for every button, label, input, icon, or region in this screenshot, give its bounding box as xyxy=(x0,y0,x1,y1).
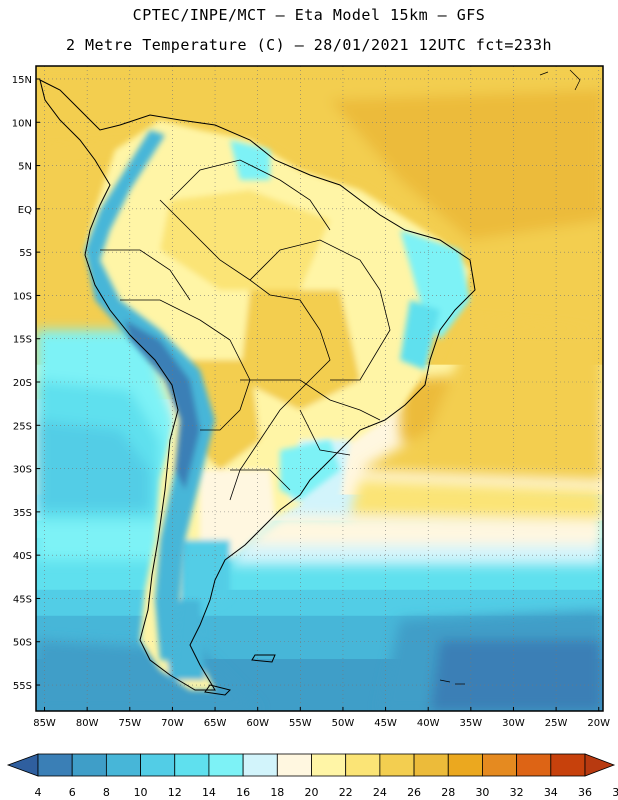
map-frame xyxy=(35,65,604,712)
lon-tick-label: 25W xyxy=(545,718,568,729)
colorbar-swatch xyxy=(105,753,141,777)
andes-cold-ridge xyxy=(85,130,470,660)
colorbar-label: 38 xyxy=(612,786,618,799)
lat-tick-label: 15N xyxy=(12,75,32,86)
lat-tick-label: 30S xyxy=(13,465,32,476)
colorbar-arrow-left xyxy=(6,753,39,777)
latitude-labels: 15N 10N 5N EQ 5S 10S 15S 20S 25S 30S 35S 40S 45S 50S 5… xyxy=(12,75,40,692)
map-title-line-1: CPTEC/INPE/MCT – Eta Model 15km – GFS xyxy=(132,6,486,24)
colorbar-swatch xyxy=(242,753,278,777)
colorbar-label: 24 xyxy=(373,786,387,799)
graticule xyxy=(36,66,603,711)
lat-tick-label: EQ xyxy=(18,205,32,216)
colorbar-swatch xyxy=(311,753,347,777)
lat-tick-label: 20S xyxy=(13,378,32,389)
lat-tick-label: 15S xyxy=(13,335,32,346)
colorbar-label: 8 xyxy=(103,786,110,799)
colorbar-label: 10 xyxy=(134,786,148,799)
colorbar-label: 36 xyxy=(578,786,592,799)
ocean-band xyxy=(36,589,603,617)
colorbar-swatch xyxy=(413,753,449,777)
colorbar-swatch xyxy=(276,753,312,777)
islands xyxy=(439,69,581,685)
colorbar-label: 30 xyxy=(475,786,489,799)
lon-tick-label: 30W xyxy=(502,718,525,729)
colorbar-label: 32 xyxy=(510,786,524,799)
lon-tick-label: 85W xyxy=(33,718,56,729)
colorbar-swatch xyxy=(208,753,244,777)
colorbar-label: 26 xyxy=(407,786,421,799)
colorbar-swatch xyxy=(140,753,176,777)
lat-tick-label: 50S xyxy=(13,638,32,649)
lat-tick-label: 5N xyxy=(18,162,32,173)
lon-tick-label: 55W xyxy=(289,718,312,729)
colorbar-swatch xyxy=(482,753,518,777)
colorbar-label: 18 xyxy=(270,786,284,799)
colorbar-label: 20 xyxy=(305,786,319,799)
colorbar-label: 14 xyxy=(202,786,216,799)
lat-tick-label: 10S xyxy=(13,291,32,302)
lon-tick-label: 20W xyxy=(587,718,610,729)
lat-tick-label: 45S xyxy=(13,594,32,605)
colorbar-swatch xyxy=(37,753,73,777)
lat-tick-label: 10N xyxy=(12,118,32,129)
lon-tick-label: 35W xyxy=(460,718,483,729)
lon-tick-label: 45W xyxy=(374,718,397,729)
lon-tick-label: 65W xyxy=(204,718,227,729)
lon-tick-label: 50W xyxy=(332,718,355,729)
lon-tick-label: 70W xyxy=(161,718,184,729)
colorbar-swatch xyxy=(379,753,415,777)
coastline xyxy=(39,79,476,696)
colorbar-swatch xyxy=(447,753,483,777)
country-borders xyxy=(100,159,391,501)
colorbar-label: 16 xyxy=(236,786,250,799)
lat-tick-label: 35S xyxy=(13,508,32,519)
colorbar-label: 34 xyxy=(544,786,558,799)
colorbar-swatch xyxy=(516,753,552,777)
lat-tick-label: 5S xyxy=(19,248,32,259)
lon-tick-label: 40W xyxy=(417,718,440,729)
colorbar-label: 12 xyxy=(168,786,182,799)
colorbar-label: 22 xyxy=(339,786,353,799)
temperature-field xyxy=(36,66,603,711)
lon-tick-label: 80W xyxy=(76,718,99,729)
colorbar-swatch xyxy=(71,753,107,777)
lat-tick-label: 55S xyxy=(13,681,32,692)
colorbar-swatch xyxy=(174,753,210,777)
colorbar-swatch xyxy=(550,753,586,777)
lon-tick-label: 75W xyxy=(118,718,141,729)
lat-tick-label: 40S xyxy=(13,551,32,562)
colorbar-label: 4 xyxy=(35,786,42,799)
colorbar-label: 6 xyxy=(69,786,76,799)
map-title-line-2: 2 Metre Temperature (C) – 28/01/2021 12U… xyxy=(65,36,553,54)
colorbar-arrow-right xyxy=(584,753,616,777)
colorbar: 4 6 8 10 12 14 16 18 20 22 24 26 28 30 32 34 36 38 xyxy=(6,753,618,799)
colorbar-label: 28 xyxy=(441,786,455,799)
colorbar-swatch xyxy=(345,753,381,777)
lon-tick-label: 60W xyxy=(246,718,269,729)
longitude-labels: 85W 80W 75W 70W 65W 60W 55W 50W 45W 40W 35W 30W 25W 2… xyxy=(33,707,610,729)
lat-tick-label: 25S xyxy=(13,421,32,432)
